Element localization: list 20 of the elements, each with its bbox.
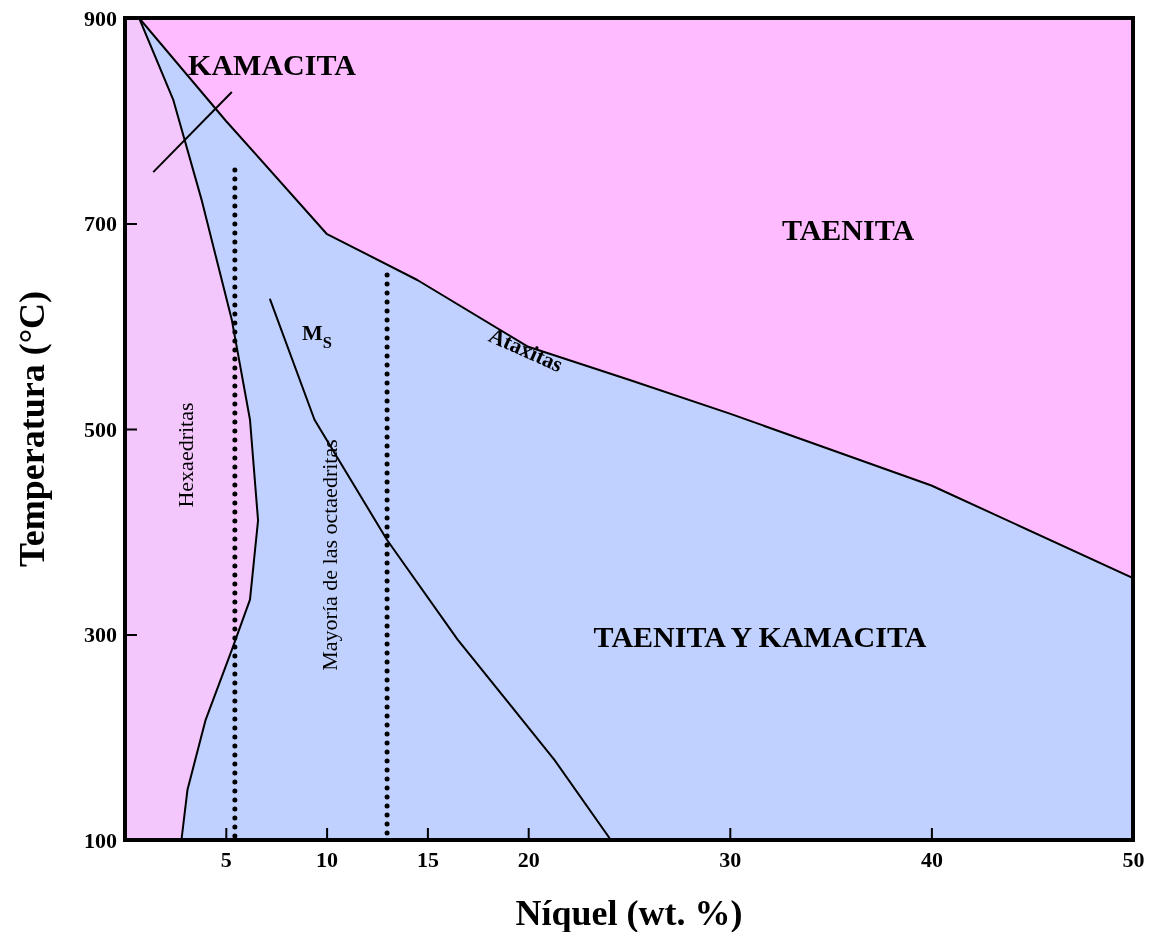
- annotation: Mayoría de las octaedritas: [317, 439, 343, 671]
- annotation: KAMACITA: [188, 47, 357, 81]
- y-tick-label: 900: [84, 5, 117, 31]
- x-tick-label: 10: [316, 847, 339, 873]
- x-tick-label: 20: [517, 847, 540, 873]
- x-tick-label: 15: [416, 847, 439, 873]
- annotation: Hexaedritas: [173, 402, 199, 508]
- y-tick-label: 500: [84, 416, 117, 442]
- x-axis-title: Níquel (wt. %): [515, 893, 743, 932]
- y-axis-title: Temperatura (°C): [12, 290, 52, 568]
- annotation: TAENITA Y KAMACITA: [593, 619, 927, 653]
- y-tick-label: 300: [84, 622, 117, 648]
- annotation: M$_{S}$: [302, 320, 332, 353]
- annotation: TAENITA: [781, 212, 915, 246]
- x-tick-label: 40: [920, 847, 943, 873]
- x-tick-label: 50: [1122, 847, 1145, 873]
- x-tick-label: 30: [719, 847, 742, 873]
- x-tick-label: 5: [220, 847, 232, 873]
- y-tick-label: 100: [84, 827, 117, 853]
- y-tick-label: 700: [84, 211, 117, 237]
